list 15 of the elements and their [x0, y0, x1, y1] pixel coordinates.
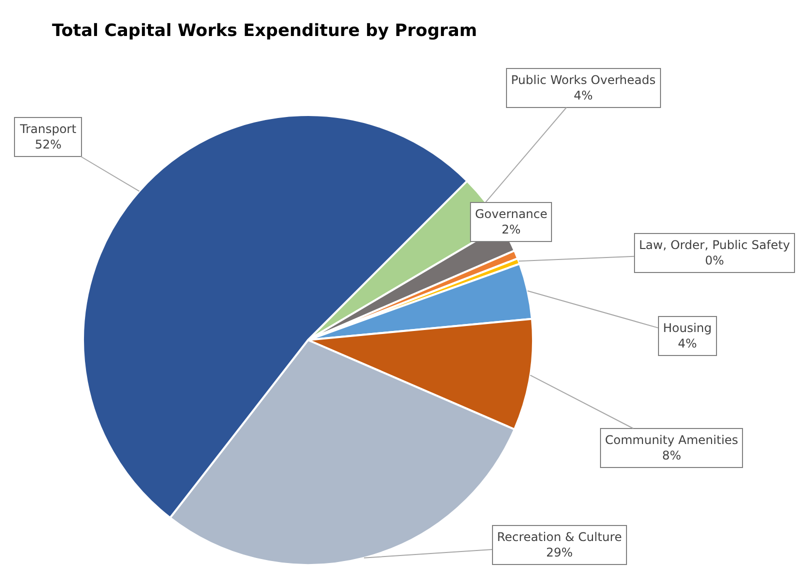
slice-label: Housing	[663, 321, 712, 335]
data-label: 29%	[546, 546, 573, 560]
data-label: 8%	[662, 448, 682, 463]
data-label: 52%	[34, 138, 62, 152]
data-label: 4%	[574, 88, 593, 103]
slice-label: Public Works Overheads	[511, 73, 656, 87]
data-label: 0%	[704, 254, 724, 268]
slice-label: Governance	[475, 207, 548, 221]
data-label: 4%	[678, 336, 697, 351]
slice-label: Recreation & Culture	[497, 530, 622, 544]
slice-label: Law, Order, Public Safety	[639, 238, 790, 252]
slice-label: Community Amenities	[605, 433, 738, 447]
slice-label: Transport	[19, 122, 77, 136]
chart-title: Total Capital Works Expenditure by Program	[52, 20, 478, 41]
data-label: 2%	[502, 222, 521, 237]
